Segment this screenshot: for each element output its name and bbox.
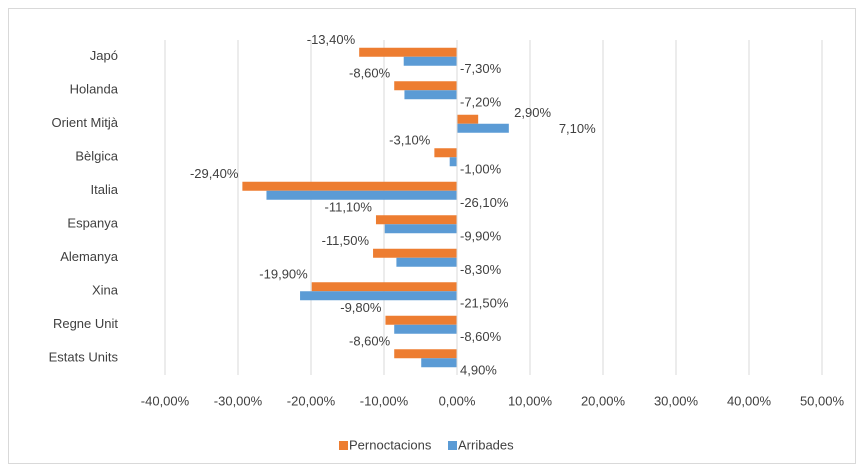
bar [449, 157, 457, 167]
bar [384, 224, 457, 234]
bar [266, 190, 457, 200]
y-tick-label: Regne Unit [53, 316, 118, 331]
data-label: -8,60% [349, 334, 391, 349]
data-label: -29,40% [190, 166, 239, 181]
data-label: -3,10% [389, 133, 431, 148]
legend-swatch [339, 441, 348, 450]
bar [311, 282, 457, 292]
data-label: 2,90% [514, 105, 551, 120]
x-tick-label: -40,00% [141, 393, 190, 408]
legend-swatch [448, 441, 457, 450]
y-tick-label: Japó [90, 48, 118, 63]
x-tick-label: 20,00% [581, 393, 626, 408]
data-label: -8,30% [460, 262, 502, 277]
bar [373, 248, 457, 258]
y-tick-label: Xina [92, 283, 119, 298]
bar [396, 257, 457, 267]
bar [385, 315, 457, 325]
data-label: -8,60% [349, 66, 391, 81]
data-label: -9,80% [340, 300, 382, 315]
bar [359, 47, 457, 57]
y-tick-label: Holanda [70, 82, 119, 97]
x-tick-label: -10,00% [360, 393, 409, 408]
data-label: 4,90% [460, 363, 497, 378]
bar [394, 349, 457, 359]
y-tick-label: Alemanya [60, 249, 119, 264]
x-tick-label: -30,00% [214, 393, 263, 408]
bar [403, 56, 457, 66]
data-label: -21,50% [460, 296, 509, 311]
data-label: -7,30% [460, 61, 502, 76]
x-tick-label: -20,00% [287, 393, 336, 408]
x-tick-label: 40,00% [727, 393, 772, 408]
data-label: -1,00% [460, 162, 502, 177]
legend-label: Arribades [458, 437, 514, 452]
data-label: -11,10% [325, 200, 373, 215]
bar [394, 324, 457, 334]
bar [394, 81, 457, 91]
bar [457, 114, 479, 124]
data-label: -8,60% [460, 329, 502, 344]
data-label: -13,40% [307, 32, 356, 47]
bar [300, 291, 457, 301]
data-label: -7,20% [460, 95, 502, 110]
y-tick-label: Italia [91, 182, 119, 197]
bar [404, 90, 457, 100]
legend-label: Pernoctacions [349, 437, 432, 452]
data-label: -11,50% [322, 233, 370, 248]
y-tick-label: Bèlgica [75, 149, 118, 164]
data-label: -26,10% [460, 195, 509, 210]
bar [242, 181, 457, 191]
data-label: 7,10% [559, 121, 596, 136]
y-tick-label: Orient Mitjà [52, 115, 119, 130]
data-label: -19,90% [259, 267, 308, 282]
bar [434, 148, 457, 158]
x-tick-label: 10,00% [508, 393, 553, 408]
x-tick-label: 30,00% [654, 393, 699, 408]
x-tick-label: 50,00% [800, 393, 845, 408]
bar [457, 123, 509, 133]
bar [375, 215, 457, 225]
x-tick-label: 0,00% [439, 393, 476, 408]
y-tick-label: Espanya [67, 216, 118, 231]
bar [421, 358, 457, 368]
y-tick-label: Estats Units [49, 350, 119, 365]
data-label: -9,90% [460, 229, 502, 244]
